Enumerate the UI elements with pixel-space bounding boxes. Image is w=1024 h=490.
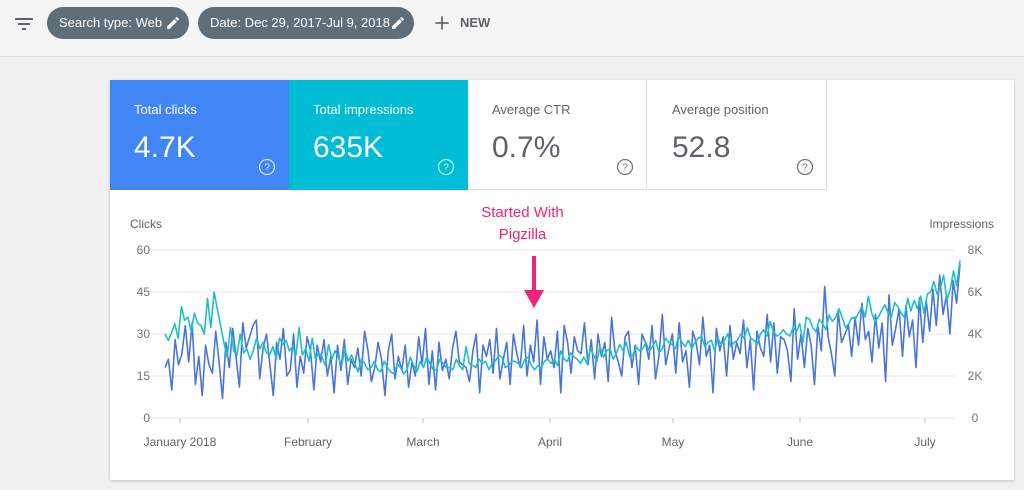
average-ctr-label: Average CTR [492, 102, 571, 117]
left-tick-label: 30 [137, 327, 151, 341]
help-icon[interactable]: ? [258, 158, 276, 176]
left-tick-label: 0 [143, 411, 150, 425]
right-tick-label: 2K [968, 369, 983, 383]
help-icon[interactable]: ? [437, 158, 455, 176]
total-impressions-tile[interactable]: Total impressions 635K ? [289, 80, 468, 190]
annotation-line-1: Started With [481, 204, 564, 221]
total-impressions-value: 635K [313, 131, 384, 164]
total-clicks-value: 4.7K [134, 131, 196, 164]
left-tick-label: 60 [137, 243, 151, 257]
down-arrow-icon [524, 256, 544, 308]
left-axis-label: Clicks [130, 217, 162, 231]
right-tick-label: 4K [968, 327, 983, 341]
average-ctr-value: 0.7% [492, 131, 561, 164]
right-tick-label: 8K [968, 243, 983, 257]
left-tick-label: 15 [137, 369, 151, 383]
pigzilla-annotation: Started With Pigzilla [450, 202, 595, 246]
x-axis-label: April [538, 435, 562, 449]
impressions-series-line [164, 260, 961, 375]
edit-pencil-icon[interactable] [165, 15, 181, 31]
new-filter-button[interactable]: NEW [430, 7, 490, 39]
right-tick-label: 6K [968, 285, 983, 299]
average-position-value: 52.8 [672, 131, 731, 164]
x-axis-label: March [406, 435, 439, 449]
date-range-chip-label: Date: Dec 29, 2017-Jul 9, 2018 [210, 15, 390, 30]
total-clicks-label: Total clicks [134, 102, 197, 117]
edit-pencil-icon[interactable] [390, 15, 406, 31]
filter-list-icon[interactable] [12, 12, 36, 36]
plus-icon [435, 16, 449, 30]
search-type-chip[interactable]: Search type: Web [47, 7, 189, 39]
x-axis-label: February [284, 435, 332, 449]
right-tick-label: 0 [972, 411, 979, 425]
svg-text:?: ? [264, 163, 270, 174]
total-impressions-label: Total impressions [313, 102, 414, 117]
average-position-label: Average position [672, 102, 769, 117]
x-axis-label: January 2018 [144, 435, 217, 449]
clicks-series-line [164, 263, 961, 400]
svg-text:?: ? [622, 163, 628, 174]
svg-text:?: ? [802, 163, 808, 174]
average-ctr-tile[interactable]: Average CTR 0.7% ? [468, 80, 647, 190]
total-clicks-tile[interactable]: Total clicks 4.7K ? [110, 80, 289, 190]
x-axis-label: June [787, 435, 813, 449]
new-filter-label: NEW [460, 15, 491, 30]
svg-text:?: ? [443, 163, 449, 174]
x-axis-label: May [662, 435, 685, 449]
filter-bar: Search type: Web Date: Dec 29, 2017-Jul … [0, 0, 1024, 57]
date-range-chip[interactable]: Date: Dec 29, 2017-Jul 9, 2018 [198, 7, 414, 39]
x-axis-label: July [914, 435, 935, 449]
help-icon[interactable]: ? [796, 158, 814, 176]
average-position-tile[interactable]: Average position 52.8 ? [648, 80, 827, 190]
help-icon[interactable]: ? [616, 158, 634, 176]
search-type-chip-label: Search type: Web [59, 15, 163, 30]
annotation-line-2: Pigzilla [498, 226, 547, 243]
performance-card: Total clicks 4.7K ? Total impressions 63… [110, 80, 1014, 480]
left-tick-label: 45 [137, 285, 151, 299]
right-axis-label: Impressions [929, 217, 994, 231]
performance-chart: Clicks Impressions 0 0 15 2K 30 4K 45 6K 60 8K Ja… [130, 217, 994, 449]
